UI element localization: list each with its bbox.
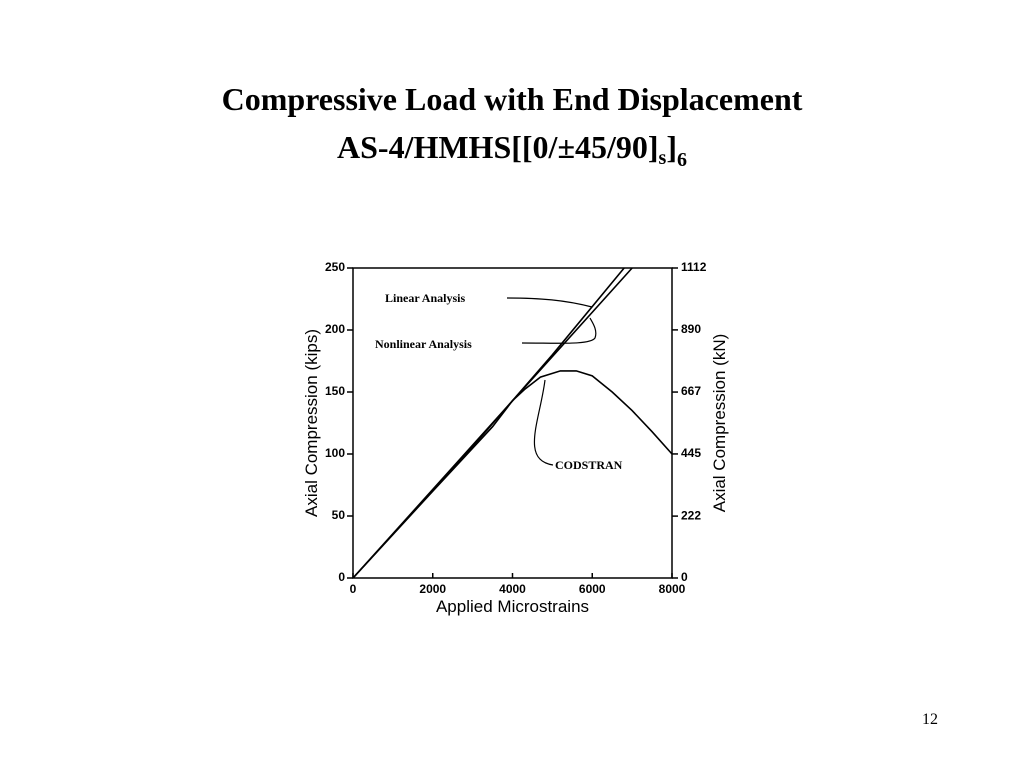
subtitle-subscript: 6 [677, 149, 687, 171]
x-tick-label: 8000 [659, 582, 686, 596]
y2-tick-label: 222 [681, 508, 701, 522]
y-tick-label: 100 [325, 446, 345, 460]
annotation-leader [533, 379, 554, 466]
slide-title: Compressive Load with End Displacement [222, 81, 803, 117]
y2-tick-label: 667 [681, 384, 701, 398]
y-tick-label: 250 [325, 260, 345, 274]
plot-frame [352, 267, 673, 579]
subtitle-part: AS-4/HMHS[[0/±45/90] [337, 129, 659, 165]
x-tick-label: 6000 [579, 582, 606, 596]
series-annotation: Nonlinear Analysis [375, 337, 472, 351]
y-tick-label: 50 [332, 508, 346, 522]
page-number: 12 [922, 711, 938, 728]
y-tick-label: 150 [325, 384, 345, 398]
subtitle-subscript: s [659, 147, 667, 169]
slide-subtitle: AS-4/HMHS[[0/±45/90]s]6 [337, 129, 687, 171]
y2-tick-label: 890 [681, 322, 701, 336]
series-line [352, 267, 625, 579]
x-tick-label: 4000 [499, 582, 526, 596]
series-line [352, 370, 673, 579]
y2-tick-label: 1112 [681, 260, 707, 274]
x-axis-label: Applied Microstrains [436, 597, 589, 616]
y2-axis-label: Axial Compression (kN) [710, 334, 729, 513]
annotation-leader [521, 317, 597, 344]
y-tick-label: 0 [338, 570, 345, 584]
annotation-leader [506, 297, 593, 308]
x-tick-label: 2000 [419, 582, 446, 596]
x-tick-label: 0 [350, 582, 357, 596]
series-annotation: Linear Analysis [385, 291, 465, 305]
y-tick-label: 200 [325, 322, 345, 336]
y2-tick-label: 445 [681, 446, 701, 460]
y2-tick-label: 0 [681, 570, 688, 584]
series-annotation: CODSTRAN [555, 458, 623, 472]
subtitle-part: ] [666, 129, 677, 165]
y-axis-label: Axial Compression (kips) [302, 329, 321, 517]
